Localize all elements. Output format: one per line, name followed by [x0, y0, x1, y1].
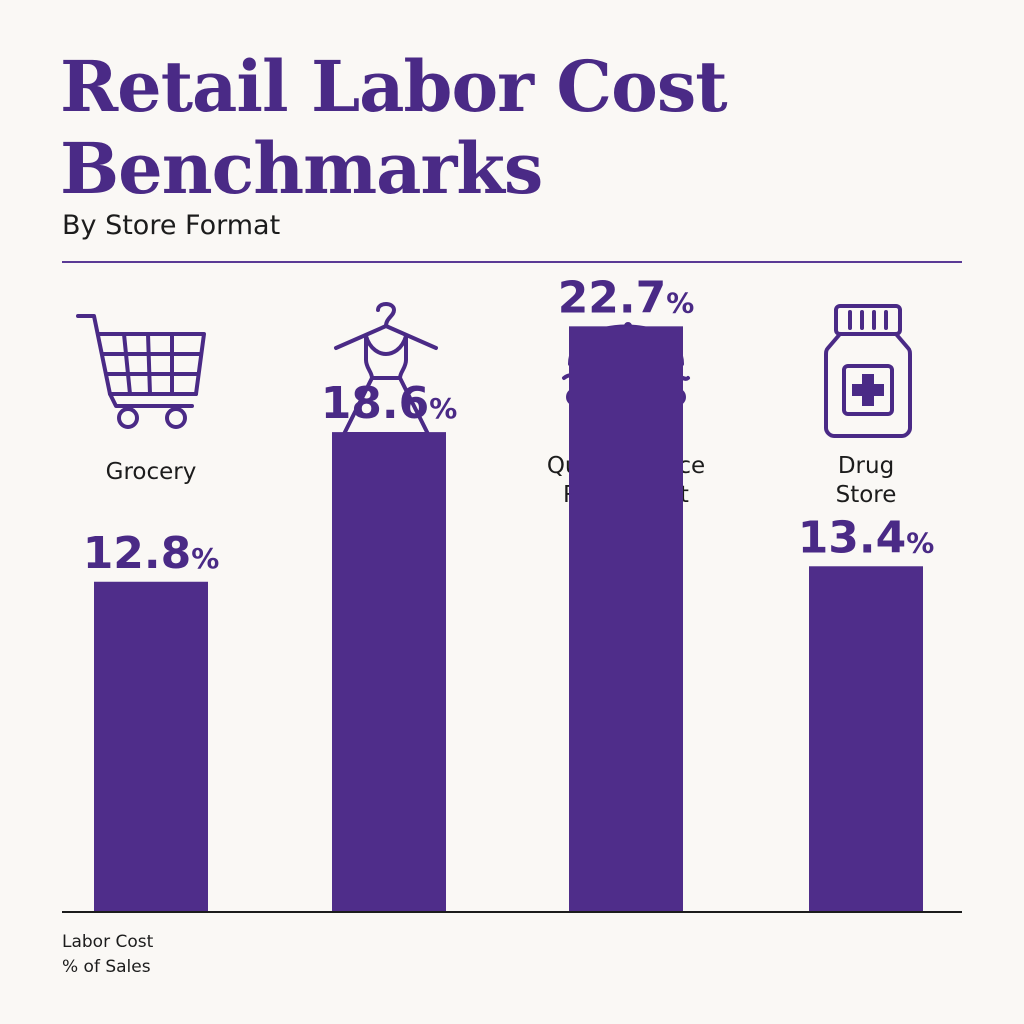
data-label: 13.4% [798, 512, 935, 563]
bar-fashion [332, 432, 446, 912]
pill-bottle-icon [824, 304, 912, 438]
header-divider [62, 261, 962, 263]
axis-note-line1: Labor Cost [62, 932, 154, 952]
bar-drug [809, 566, 923, 912]
shopping-cart-icon [76, 314, 206, 429]
data-label: 18.6% [321, 378, 458, 429]
category-label: Drug Store [835, 453, 897, 508]
category-label: Grocery [105, 459, 197, 485]
data-label: 12.8% [83, 528, 220, 579]
data-label: 22.7% [558, 272, 695, 323]
page-title: Retail Labor Cost Benchmarks [60, 45, 728, 210]
bar-grocery [94, 581, 208, 912]
axis-note: Labor Cost % of Sales [62, 930, 222, 980]
page-subtitle: By Store Format [62, 210, 281, 241]
bar-quick-service [569, 326, 683, 913]
axis-note-line2: % of Sales [62, 957, 151, 977]
